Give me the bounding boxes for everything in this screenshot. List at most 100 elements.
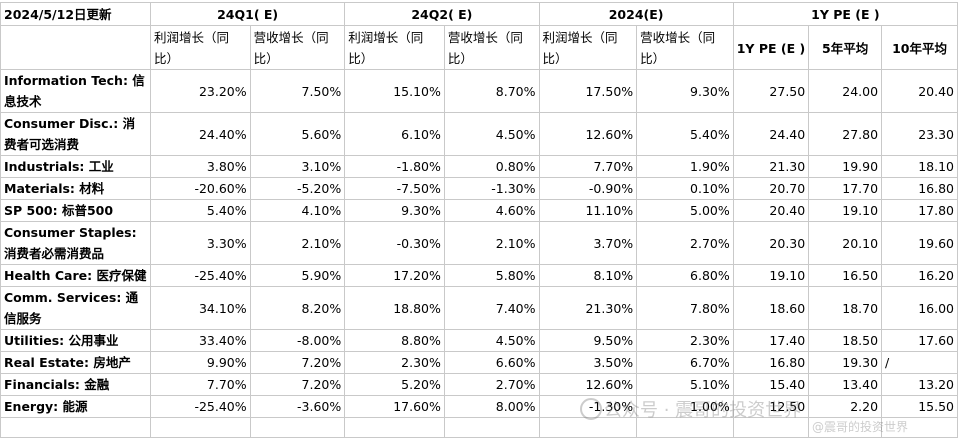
value-cell: 16.80 [881,177,958,200]
row-label: Consumer Disc.: 消费者可选消费 [0,112,151,156]
value-cell: 7.40% [443,286,540,330]
group-24q1: 24Q1( E) [149,2,346,26]
value-cell: -0.90% [538,177,638,200]
value-cell: 24.40% [149,112,251,156]
value-cell: 1.90% [636,155,734,178]
value-cell: 2.70% [636,221,734,265]
empty-cell [344,417,445,438]
value-cell: 1.00% [636,395,734,418]
value-cell: 3.50% [538,351,638,374]
value-cell: -20.60% [149,177,251,200]
col-10y-avg: 10年平均 [881,25,958,70]
value-cell: / [881,351,958,374]
value-cell: 12.50 [732,395,810,418]
table-row: Industrials: 工业 3.80% 3.10% -1.80% 0.80% 7.70… [0,155,958,178]
value-cell: 4.50% [443,112,540,156]
value-cell: 18.50 [808,329,883,352]
value-cell: 8.70% [443,69,540,113]
value-cell: 7.70% [149,373,251,396]
col-q2-revenue: 营收增长（同比） [443,25,540,70]
value-cell: 17.70 [808,177,883,200]
value-cell: 9.30% [344,199,445,222]
value-cell: 17.60 [881,329,958,352]
value-cell: 24.40 [732,112,810,156]
value-cell: 8.00% [443,395,540,418]
value-cell: 21.30% [538,286,638,330]
table-row: Energy: 能源 -25.40% -3.60% 17.60% 8.00% -1.30%… [0,395,958,418]
table-row: Materials: 材料 -20.60% -5.20% -7.50% -1.30% -0… [0,177,958,200]
value-cell: 34.10% [149,286,251,330]
value-cell: 9.90% [149,351,251,374]
row-label: Materials: 材料 [0,177,151,200]
table-row: Real Estate: 房地产 9.90% 7.20% 2.30% 6.60% 3.50… [0,351,958,374]
table-row: Utilities: 公用事业 33.40% -8.00% 8.80% 4.50% 9.5… [0,329,958,352]
value-cell: 27.80 [808,112,883,156]
row-label: Information Tech: 信息技术 [0,69,151,113]
value-cell: 21.30 [732,155,810,178]
empty-cell [149,417,251,438]
value-cell: 4.10% [249,199,346,222]
value-cell: 6.60% [443,351,540,374]
value-cell: 8.20% [249,286,346,330]
row-label: Comm. Services: 通信服务 [0,286,151,330]
col-2024-profit: 利润增长（同比） [538,25,638,70]
group-pe: 1Y PE (E ) [732,2,958,26]
value-cell: 12.60% [538,373,638,396]
value-cell: 2.20 [808,395,883,418]
value-cell: 23.30 [881,112,958,156]
value-cell: 3.70% [538,221,638,265]
value-cell: 2.10% [443,221,540,265]
col-1y-pe: 1Y PE (E ) [732,25,810,70]
value-cell: 2.70% [443,373,540,396]
value-cell: 7.50% [249,69,346,113]
value-cell: 6.80% [636,264,734,287]
value-cell: 6.10% [344,112,445,156]
value-cell: 16.20 [881,264,958,287]
sector-earnings-table: 2024/5/12日更新 24Q1( E) 24Q2( E) 2024(E) 1… [0,2,958,438]
value-cell: 6.70% [636,351,734,374]
value-cell: 27.50 [732,69,810,113]
value-cell: 19.10 [808,199,883,222]
value-cell: 17.50% [538,69,638,113]
value-cell: 2.10% [249,221,346,265]
empty-cell [808,417,883,438]
value-cell: 20.10 [808,221,883,265]
value-cell: 19.60 [881,221,958,265]
value-cell: -25.40% [149,395,251,418]
empty-cell [538,417,638,438]
value-cell: 18.60 [732,286,810,330]
col-5y-avg: 5年平均 [808,25,883,70]
value-cell: 2.30% [636,329,734,352]
table-row: Information Tech: 信息技术 23.20% 7.50% 15.10% 8… [0,69,958,113]
value-cell: 5.40% [149,199,251,222]
value-cell: 16.50 [808,264,883,287]
value-cell: 13.40 [808,373,883,396]
table-row: Health Care: 医疗保健 -25.40% 5.90% 17.20% 5.80%… [0,264,958,287]
value-cell: 33.40% [149,329,251,352]
table-row: Consumer Staples: 消费者必需消费品 3.30% 2.10% -0.3… [0,221,958,265]
value-cell: 5.00% [636,199,734,222]
value-cell: 19.10 [732,264,810,287]
row-label: Energy: 能源 [0,395,151,418]
col-2024-revenue: 营收增长（同比） [636,25,734,70]
value-cell: 0.10% [636,177,734,200]
value-cell: 5.80% [443,264,540,287]
value-cell: 3.30% [149,221,251,265]
empty-cell [443,417,540,438]
value-cell: 5.40% [636,112,734,156]
row-label: SP 500: 标普500 [0,199,151,222]
value-cell: -1.80% [344,155,445,178]
value-cell: 17.80 [881,199,958,222]
update-date: 2024/5/12日更新 [0,2,151,26]
table-row: SP 500: 标普500 5.40% 4.10% 9.30% 4.60% 11.10% 5… [0,199,958,222]
empty-cell [0,417,151,438]
empty-cell [636,417,734,438]
table-row: Comm. Services: 通信服务 34.10% 8.20% 18.80% 7.4… [0,286,958,330]
value-cell: 18.80% [344,286,445,330]
value-cell: 16.80 [732,351,810,374]
value-cell: 8.80% [344,329,445,352]
value-cell: 20.40 [881,69,958,113]
table-row: Consumer Disc.: 消费者可选消费 24.40% 5.60% 6.10% 4… [0,112,958,156]
empty-cell [249,417,346,438]
value-cell: 20.40 [732,199,810,222]
